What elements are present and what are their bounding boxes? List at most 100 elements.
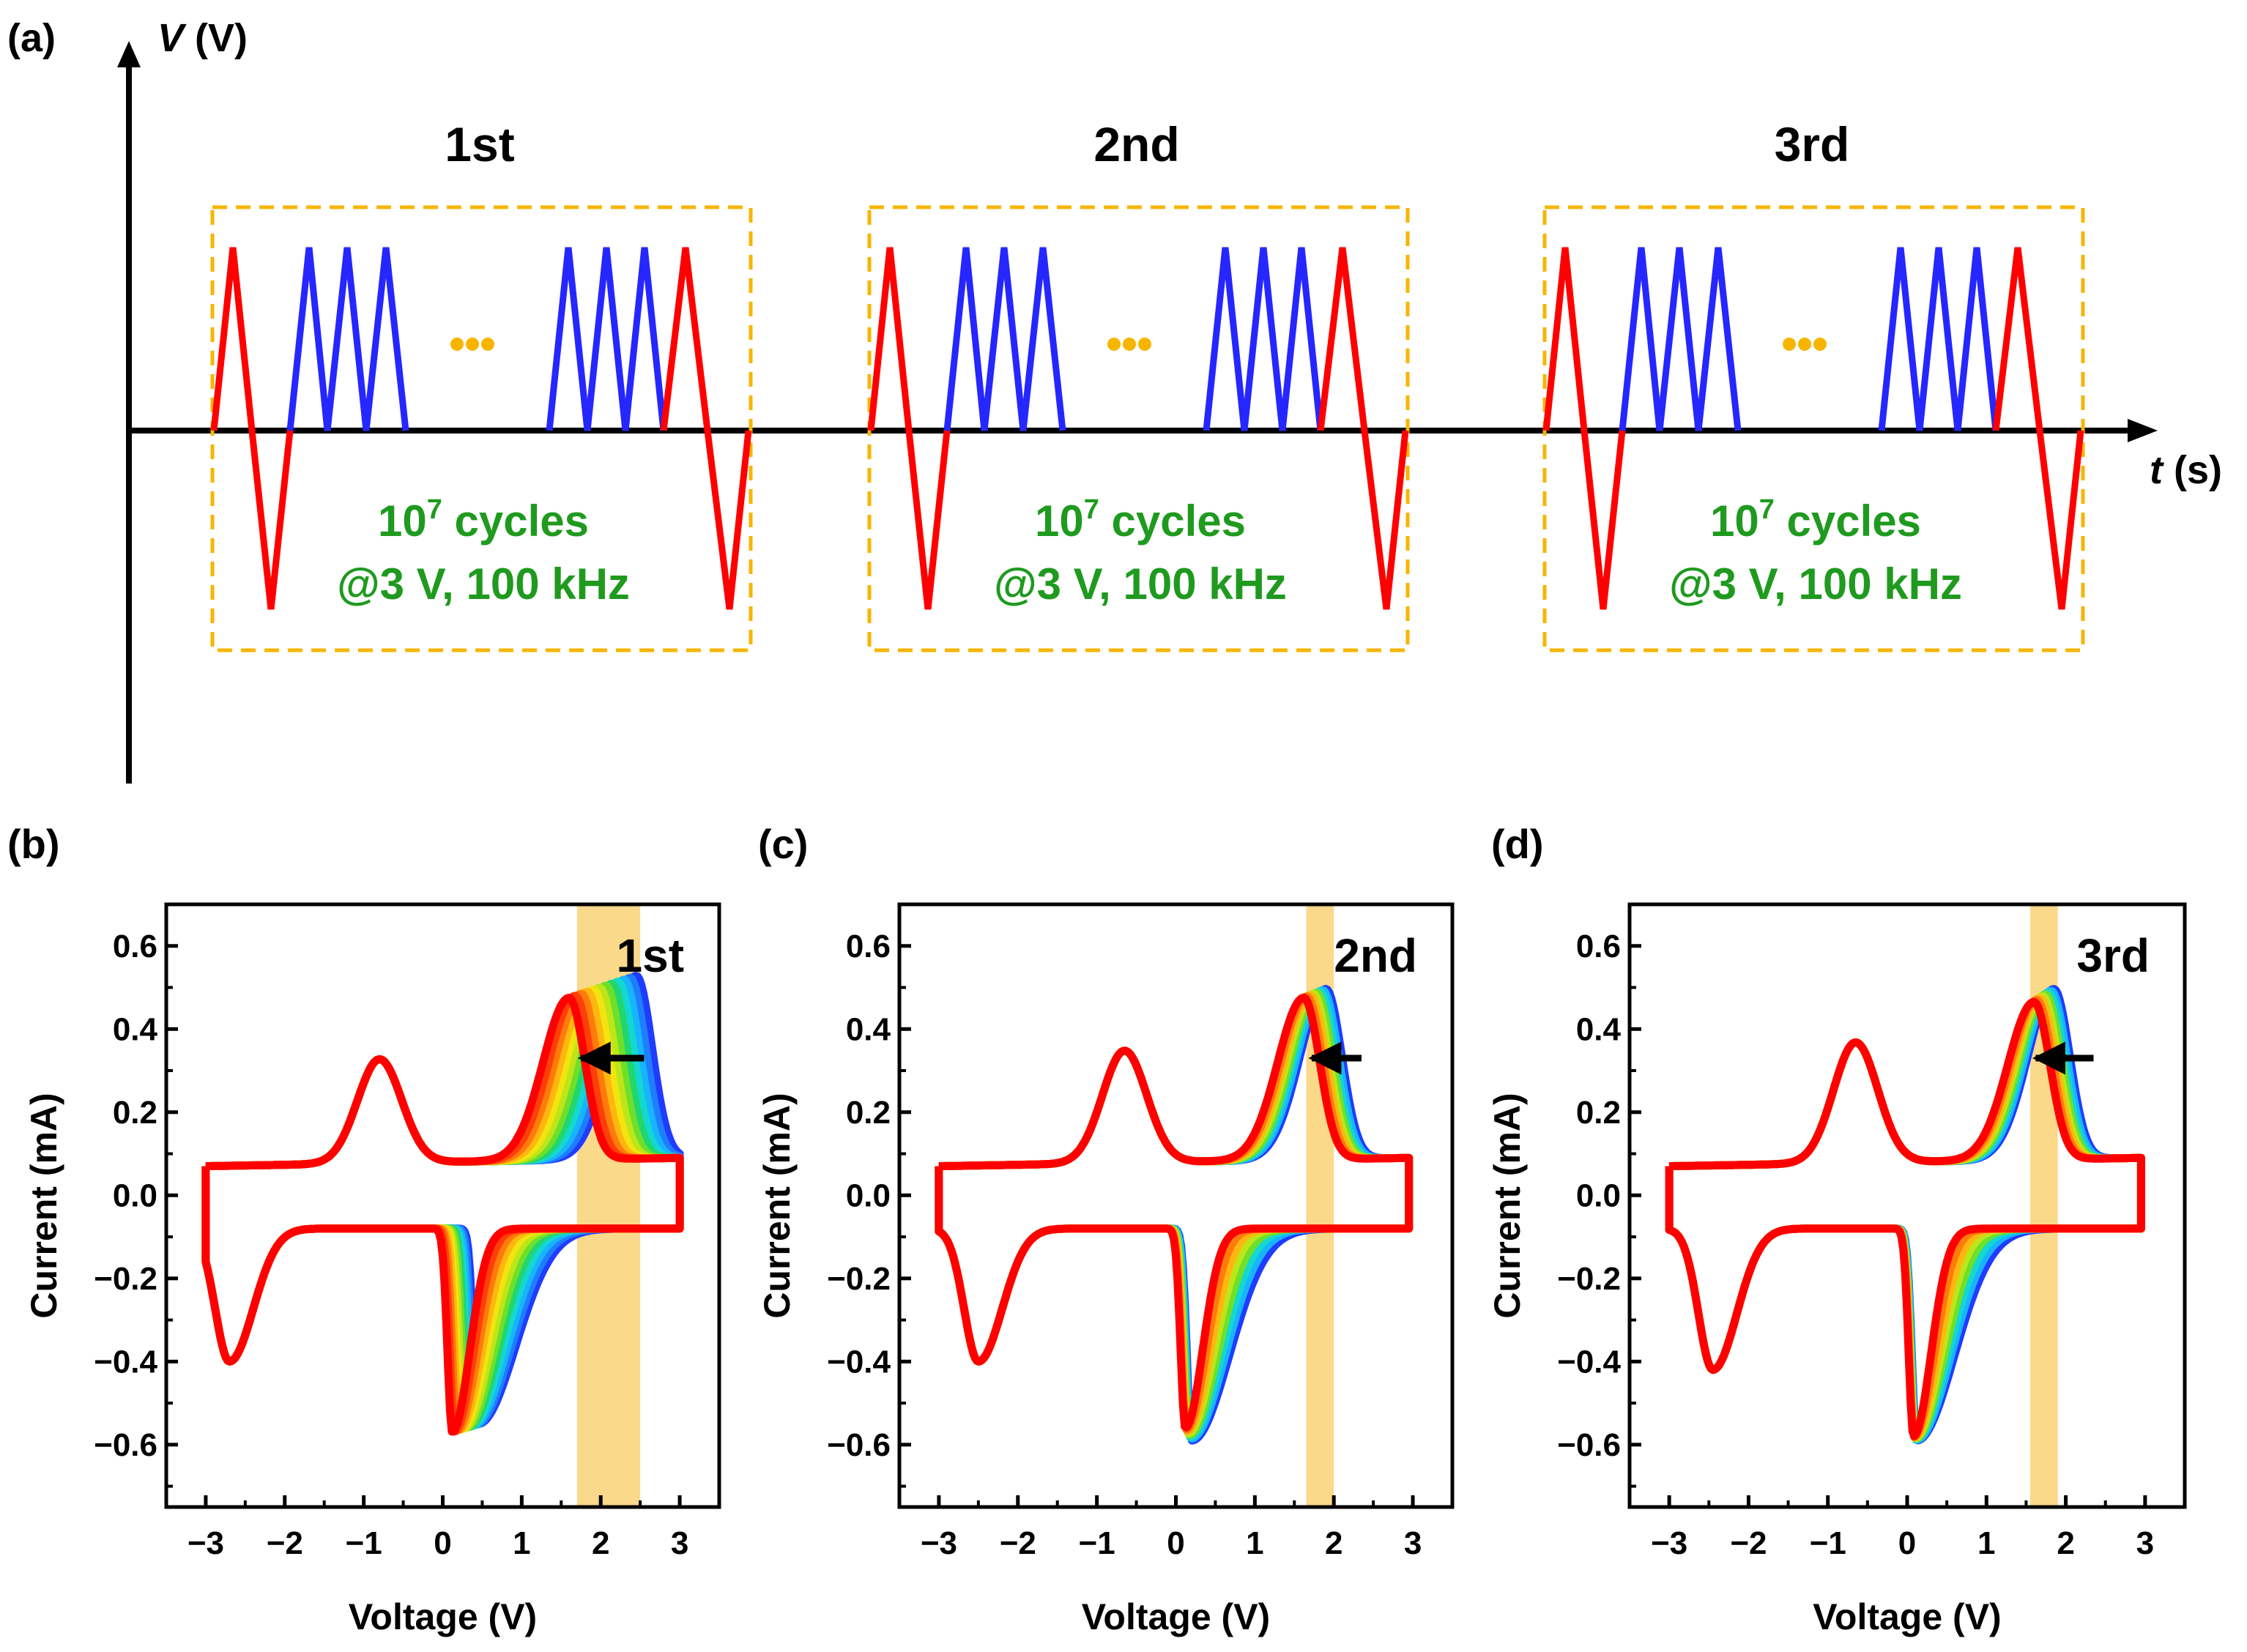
y-tick-label: −0.2 xyxy=(1557,1261,1621,1297)
pulse-block-2nd: 2nd 107 cycles @3 V, 100 kHz xyxy=(867,117,1410,652)
y-tick-label: 0.0 xyxy=(113,1177,157,1213)
y-tick-label: 0.6 xyxy=(113,929,157,964)
x-tick-label: −3 xyxy=(187,1525,224,1561)
red-read-pulse-end xyxy=(660,247,752,610)
x-tick-label: 3 xyxy=(2136,1525,2154,1561)
y-tick-label: −0.4 xyxy=(94,1344,157,1380)
x-tick-label: 1 xyxy=(513,1525,530,1561)
y-axis-title: Current (mA) xyxy=(1487,1093,1528,1318)
x-tick-label: 0 xyxy=(1167,1525,1184,1561)
y-tick-label: 0.0 xyxy=(1576,1177,1621,1213)
x-tick-label: 0 xyxy=(434,1525,451,1561)
x-tick-label: 3 xyxy=(671,1525,688,1561)
x-tick-label: 2 xyxy=(1325,1525,1342,1561)
panel-label: (d) xyxy=(1491,821,1544,867)
x-tick-label: 3 xyxy=(1404,1525,1422,1561)
y-tick-label: 0.6 xyxy=(1576,929,1621,964)
y-tick-label: 0.4 xyxy=(113,1011,158,1047)
cv-panel-d: (d) −3 −2 −1 0 1 2 3 −0.6 −0.4 −0.2 0.0 0.2 0.4 0.6 Vol… xyxy=(1487,821,2187,1637)
blue-pulse-train-1 xyxy=(1619,247,1742,431)
y-tick-label: 0.4 xyxy=(846,1011,891,1047)
blue-pulse-train-2 xyxy=(1878,247,1999,431)
y-tick-label: −0.4 xyxy=(827,1344,891,1380)
panel-label: (b) xyxy=(7,821,60,867)
plot-frame xyxy=(1627,902,2187,1509)
y-tick-label: 0.2 xyxy=(846,1095,891,1131)
blue-pulse-train-1 xyxy=(943,247,1066,431)
cycle-title: 1st xyxy=(617,929,685,982)
plot-frame xyxy=(897,902,1455,1509)
cv-curve-cycle-12 xyxy=(201,994,684,1436)
y-tick-label: −0.6 xyxy=(94,1427,157,1463)
ellipsis-dot xyxy=(1798,338,1811,351)
cv-series-group xyxy=(1665,985,2145,1445)
y-axis-title: Current (mA) xyxy=(757,1093,798,1318)
ellipsis-dot xyxy=(481,338,494,351)
cv-curve-cycle-8 xyxy=(1665,997,2145,1440)
cycle-title: 3rd xyxy=(2076,929,2150,982)
x-tick-label: −2 xyxy=(1730,1525,1767,1561)
cv-curve-cycle-8 xyxy=(935,993,1414,1432)
x-tick-label: 0 xyxy=(1898,1525,1916,1561)
block-condition: @3 V, 100 kHz xyxy=(994,559,1287,609)
block-title: 3rd xyxy=(1775,117,1850,171)
x-axis-title: Voltage (V) xyxy=(1082,1596,1270,1637)
blue-pulse-train-1 xyxy=(286,247,409,431)
red-read-pulse-start xyxy=(1542,247,1626,610)
x-tick-label: 1 xyxy=(1246,1525,1263,1561)
ellipsis-dot xyxy=(1123,338,1136,351)
panel-a-label: (a) xyxy=(7,16,56,60)
pulse-block-3rd: 3rd 107 cycles @3 V, 100 kHz xyxy=(1542,117,2085,652)
x-axis-title: Voltage (V) xyxy=(349,1596,537,1637)
y-tick-label: −0.6 xyxy=(827,1427,891,1463)
x-tick-label: −1 xyxy=(346,1525,382,1561)
ellipsis-dot xyxy=(1783,338,1796,351)
panel-a: (a) V (V) t (s) 1st 107 cycles @3 V, 100… xyxy=(7,16,2222,784)
ellipsis-dot xyxy=(1107,338,1121,351)
cv-panel-b: (b) −3 −2 −1 0 1 2 3 −0.6 −0.4 −0.2 0.0 0.2 0.4 0.6 Vol… xyxy=(7,821,721,1637)
x-axis-title: t (s) xyxy=(2150,448,2222,492)
x-axis-title: Voltage (V) xyxy=(1813,1596,2001,1637)
block-cycles: 107 cycles xyxy=(378,494,589,546)
block-cycles: 107 cycles xyxy=(1710,494,1921,546)
block-title: 2nd xyxy=(1093,117,1179,171)
y-axis-title: Current (mA) xyxy=(23,1093,64,1318)
v-axis-arrowhead xyxy=(117,41,141,67)
y-tick-label: 0.4 xyxy=(1576,1011,1622,1047)
block-title: 1st xyxy=(445,117,514,171)
y-tick-label: −0.2 xyxy=(827,1261,891,1297)
ellipsis-dot xyxy=(466,338,479,351)
red-read-pulse-start xyxy=(867,247,951,610)
y-tick-label: −0.4 xyxy=(1557,1344,1621,1380)
pulse-block-1st: 1st 107 cycles @3 V, 100 kHz xyxy=(210,117,753,652)
x-tick-label: −2 xyxy=(267,1525,303,1561)
red-read-pulse-end xyxy=(1992,247,2084,610)
red-read-pulse-end xyxy=(1317,247,1409,610)
panel-label: (c) xyxy=(758,821,808,867)
y-tick-label: 0.0 xyxy=(846,1177,891,1213)
ellipsis-dot xyxy=(450,338,464,351)
red-read-pulse-start xyxy=(210,247,294,610)
x-tick-label: −3 xyxy=(921,1525,957,1561)
block-condition: @3 V, 100 kHz xyxy=(1669,559,1962,609)
cv-panel-c: (c) −3 −2 −1 0 1 2 3 −0.6 −0.4 −0.2 0.0 0.2 0.4 0.6 Vol… xyxy=(757,821,1455,1637)
x-tick-label: −3 xyxy=(1651,1525,1687,1561)
ellipsis-dot xyxy=(1813,338,1827,351)
y-tick-label: −0.6 xyxy=(1557,1427,1621,1463)
y-tick-label: −0.2 xyxy=(94,1261,157,1297)
cv-series-group xyxy=(201,972,684,1436)
x-tick-label: −2 xyxy=(1000,1525,1036,1561)
y-axis-title: V (V) xyxy=(157,16,248,60)
cv-series-group xyxy=(935,985,1414,1445)
x-tick-label: 2 xyxy=(2057,1525,2074,1561)
y-tick-label: 0.2 xyxy=(1576,1095,1621,1131)
x-tick-label: −1 xyxy=(1810,1525,1846,1561)
t-axis-arrowhead xyxy=(2128,419,2158,442)
x-tick-label: 2 xyxy=(592,1525,609,1561)
x-tick-label: 1 xyxy=(1977,1525,1995,1561)
x-tick-label: −1 xyxy=(1079,1525,1115,1561)
blue-pulse-train-2 xyxy=(1203,247,1324,431)
block-cycles: 107 cycles xyxy=(1035,494,1246,546)
y-tick-label: 0.2 xyxy=(113,1095,157,1131)
